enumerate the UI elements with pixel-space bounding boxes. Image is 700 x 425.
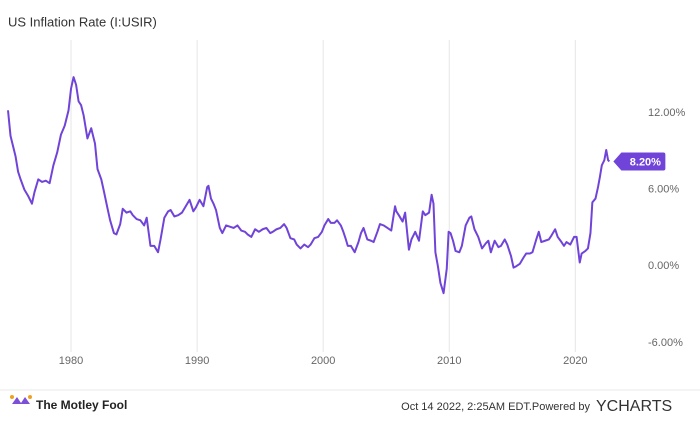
jester-bell <box>10 395 14 399</box>
y-tick-label: 0.00% <box>648 260 679 272</box>
x-tick-label: 2000 <box>311 355 335 367</box>
brand: The Motley Fool <box>36 398 127 412</box>
jester-bell <box>28 395 32 399</box>
motley-fool-logo <box>10 395 32 404</box>
x-tick-label: 2010 <box>437 355 461 367</box>
last-value-tag <box>613 152 666 171</box>
provider-logo: YCHARTS <box>596 398 672 415</box>
jester-hat <box>12 397 30 404</box>
series-line <box>7 76 611 295</box>
y-tick-label: 12.00% <box>648 107 686 119</box>
last-value-label: 8.20% <box>630 156 661 168</box>
x-tick-label: 2020 <box>563 355 587 367</box>
x-tick-label: 1980 <box>59 355 83 367</box>
chart-title: US Inflation Rate (I:USIR) <box>8 14 157 29</box>
y-tick-label: 6.00% <box>648 184 679 196</box>
y-tick-label: -6.00% <box>648 337 683 349</box>
x-tick-label: 1990 <box>185 355 209 367</box>
powered-by: Powered by <box>532 401 591 413</box>
grid: 1980 1990 2000 2010 2020 -6.00% 0.00% 6.00% 12.0… <box>59 40 686 367</box>
timestamp: Oct 14 2022, 2:25AM EDT. <box>401 401 532 413</box>
plot: 8.20% <box>7 76 666 295</box>
